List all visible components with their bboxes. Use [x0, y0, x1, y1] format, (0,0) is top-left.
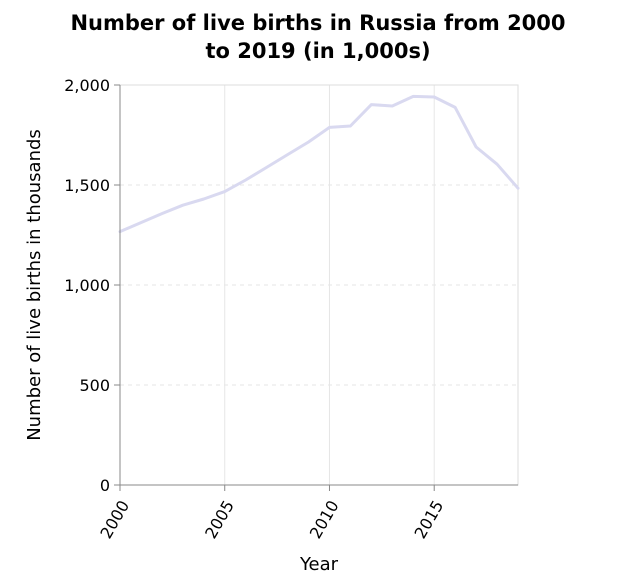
- grid-layer: [120, 85, 518, 485]
- axis-layer: 0 500 1,000 1,500 2,000 2000 2005 2010 2015: [64, 76, 518, 542]
- chart-title-line-1: Number of live births in Russia from 200…: [70, 11, 565, 35]
- y-tick-label: 500: [79, 376, 110, 395]
- x-tick-label: 2010: [306, 497, 343, 542]
- y-tick-label: 1,000: [64, 276, 110, 295]
- y-tick-label: 0: [100, 476, 110, 495]
- series-layer: [118, 94, 520, 234]
- series-line: [118, 94, 520, 234]
- x-tick-label: 2000: [96, 497, 133, 542]
- chart-title-line-2: to 2019 (in 1,000s): [205, 39, 430, 63]
- y-tick-label: 1,500: [64, 176, 110, 195]
- y-axis-label: Number of live births in thousands: [24, 129, 45, 441]
- x-tick-label: 2005: [201, 497, 238, 542]
- x-axis-label: Year: [299, 554, 339, 575]
- y-tick-label: 2,000: [64, 76, 110, 95]
- x-tick-label: 2015: [411, 497, 448, 542]
